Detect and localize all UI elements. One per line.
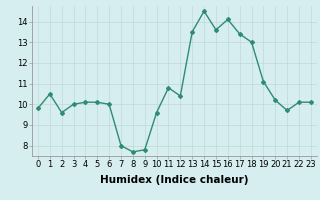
X-axis label: Humidex (Indice chaleur): Humidex (Indice chaleur) (100, 175, 249, 185)
